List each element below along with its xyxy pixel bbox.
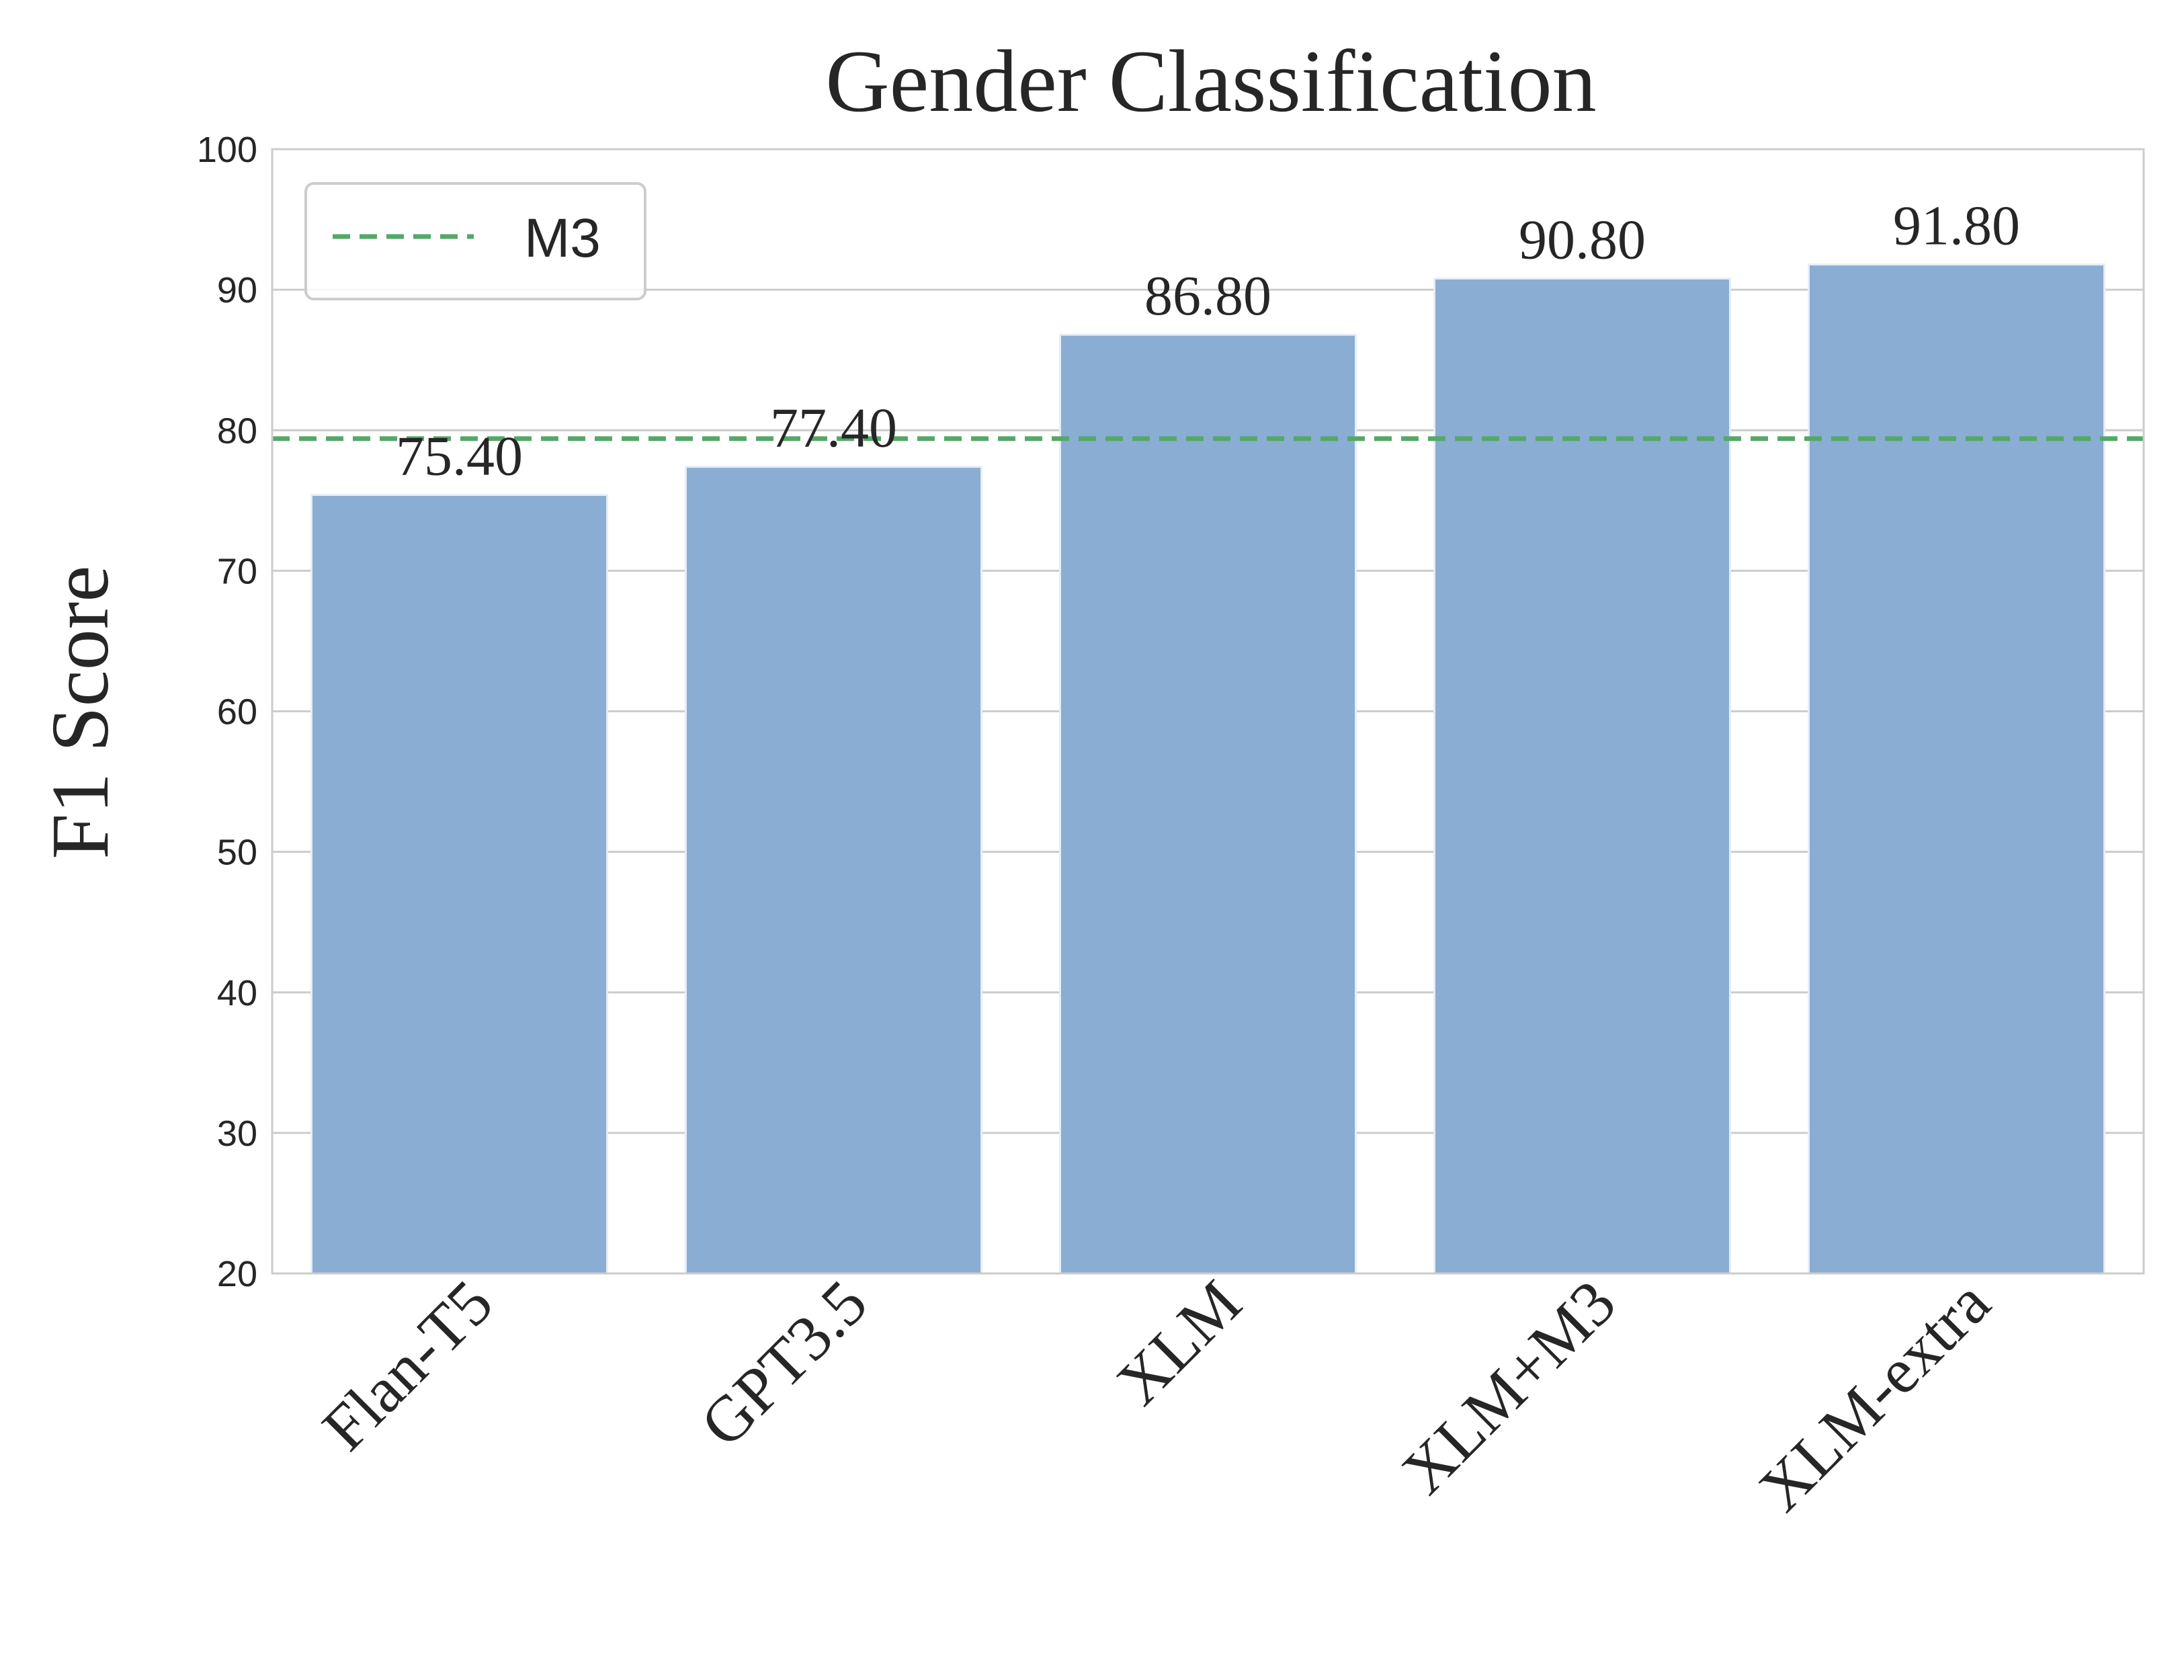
x-tick-label: Flan-T5: [308, 1266, 506, 1464]
x-tick-label: XLM: [1103, 1266, 1255, 1419]
bar-XLM-extra: [1807, 263, 2106, 1275]
y-tick-label: 40: [217, 973, 257, 1013]
y-tick-label: 80: [217, 411, 257, 451]
y-tick-label: 30: [217, 1114, 257, 1154]
data-label: 75.40: [396, 425, 523, 487]
x-tick-label: GPT3.5: [687, 1266, 881, 1460]
y-tick-label: 50: [217, 833, 257, 873]
legend-label-m3: M3: [524, 208, 601, 269]
legend: M3: [304, 182, 646, 300]
y-tick-label: 60: [217, 692, 257, 732]
bar-GPT3.5: [684, 466, 983, 1275]
data-labels: 75.40 77.40 86.80 90.80 91.80: [396, 194, 2020, 487]
bar-XLM+M3: [1433, 277, 1732, 1275]
legend-frame: [304, 182, 646, 300]
y-tick-labels: 20 30 40 50 60 70 80 90 100: [197, 130, 257, 1294]
plot-frame: [271, 148, 2145, 1275]
y-tick-label: 70: [217, 551, 257, 591]
data-label: 90.80: [1519, 208, 1646, 271]
data-label: 77.40: [770, 397, 897, 460]
bar-XLM: [1058, 333, 1357, 1275]
y-tick-label: 20: [217, 1254, 257, 1294]
data-label: 91.80: [1893, 194, 2020, 257]
y-axis-label: F1 Score: [35, 565, 126, 859]
x-tick-label: XLM+M3: [1388, 1266, 1629, 1507]
y-tick-label: 100: [197, 130, 257, 170]
bars: [310, 263, 2106, 1275]
data-label: 86.80: [1144, 265, 1271, 327]
x-tick-label: XLM-extra: [1745, 1266, 2004, 1525]
x-tick-labels: Flan-T5 GPT3.5 XLM XLM+M3 XLM-extra: [308, 1266, 2003, 1525]
y-tick-label: 90: [217, 270, 257, 310]
chart-title: Gender Classification: [825, 32, 1596, 130]
bar-Flan-T5: [310, 493, 609, 1275]
